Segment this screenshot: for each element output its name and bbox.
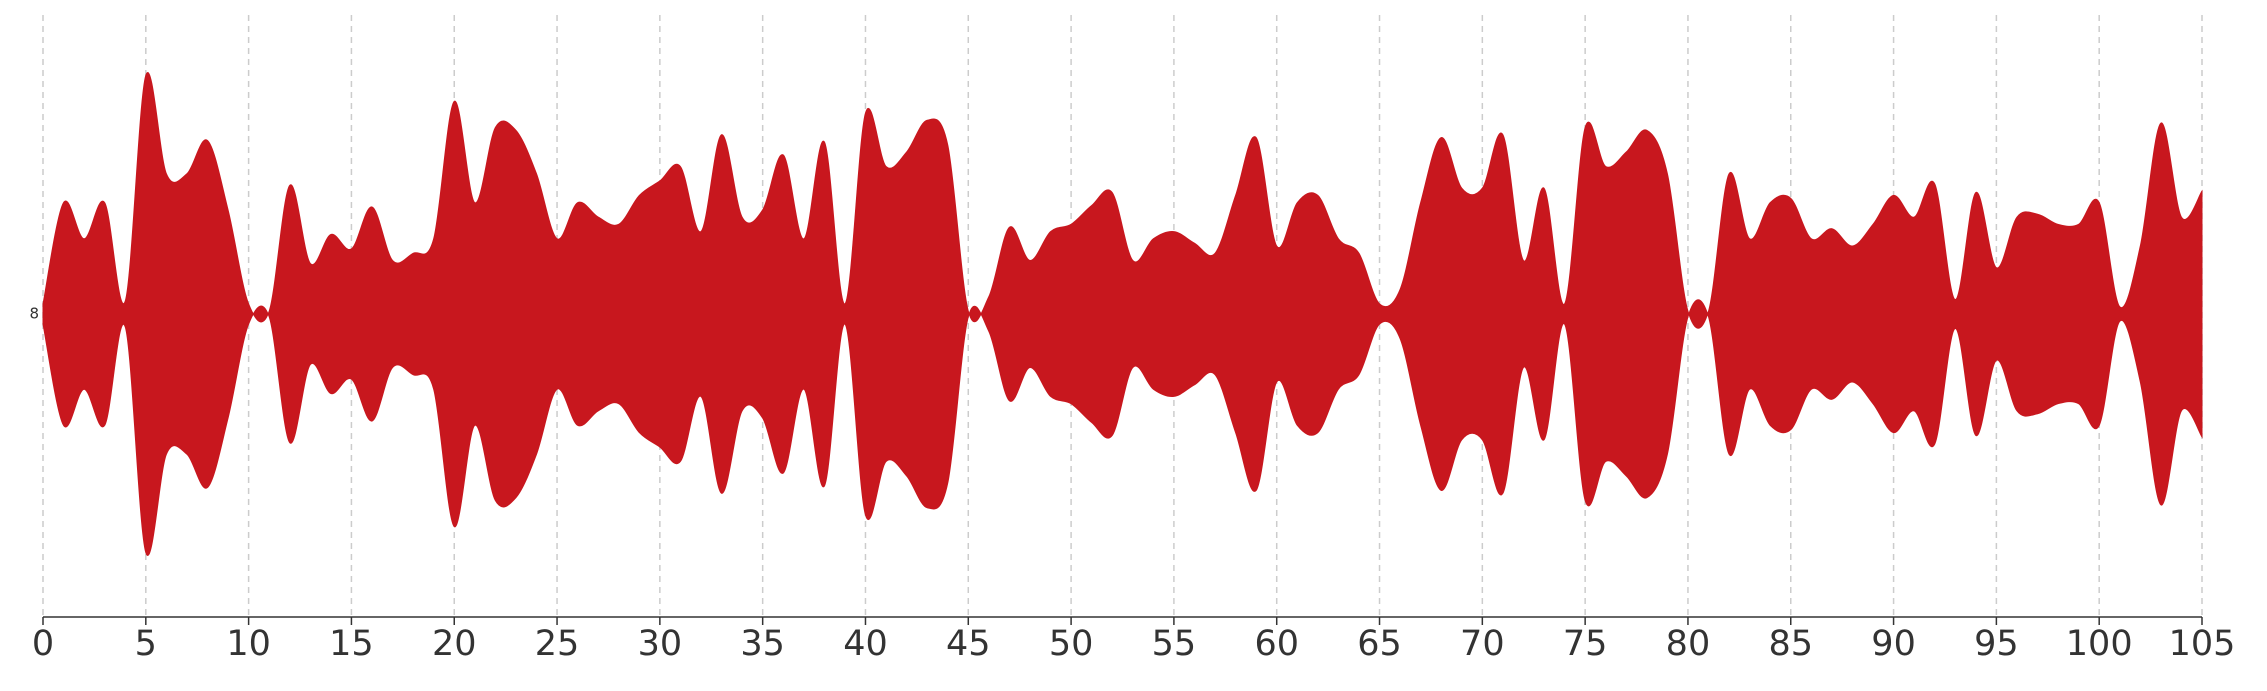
x-tick-label: 60	[1254, 624, 1299, 664]
x-tick-label: 15	[329, 624, 374, 664]
x-tick-label: 25	[535, 624, 580, 664]
x-tick-label: 40	[843, 624, 888, 664]
x-tick-label: 0	[32, 624, 54, 664]
x-tick-label: 45	[946, 624, 991, 664]
x-tick-label: 80	[1666, 624, 1711, 664]
stream-area	[42, 72, 2203, 329]
x-tick-label: 5	[135, 624, 157, 664]
stream-area	[42, 299, 2203, 556]
series-label: 8	[29, 305, 39, 323]
x-tick-label: 35	[740, 624, 785, 664]
x-tick-label: 75	[1563, 624, 1608, 664]
x-tick-label: 100	[2066, 624, 2133, 664]
x-tick-label: 30	[638, 624, 683, 664]
x-tick-label: 105	[2169, 624, 2236, 664]
x-tick-label: 85	[1768, 624, 1813, 664]
x-tick-label: 70	[1460, 624, 1505, 664]
x-tick-label: 50	[1049, 624, 1094, 664]
x-tick-label: 90	[1871, 624, 1916, 664]
x-tick-label: 95	[1974, 624, 2019, 664]
x-tick-label: 20	[432, 624, 477, 664]
x-tick-label: 65	[1357, 624, 1402, 664]
x-tick-label: 10	[226, 624, 271, 664]
x-tick-label: 55	[1152, 624, 1197, 664]
